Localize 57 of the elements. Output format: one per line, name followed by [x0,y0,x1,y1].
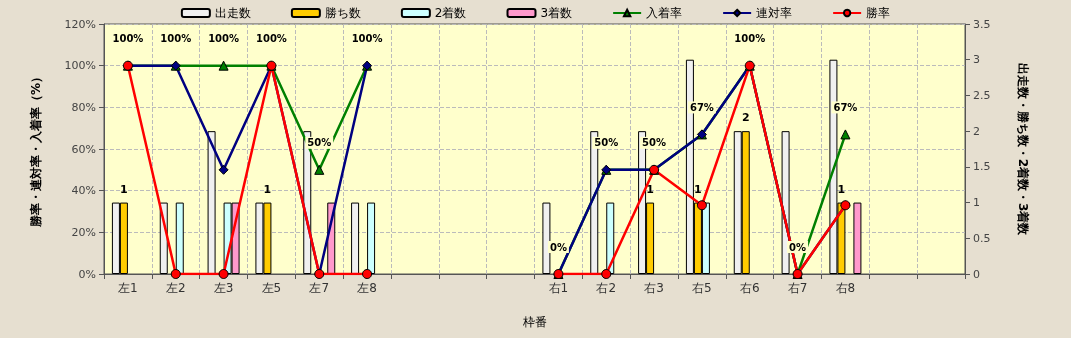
y2-tick-label: 3 [973,53,980,67]
data-label: 100% [208,33,240,45]
y2-tick-label: 3.5 [973,17,991,31]
data-label: 2 [741,111,750,125]
x-tick-label: 左3 [213,281,234,295]
x-tick-label: 右5 [692,281,712,295]
data-label: 100% [351,33,383,45]
legend-label: 勝ち数 [324,6,361,20]
data-label: 100% [734,33,766,45]
data-label: 1 [694,182,702,196]
x-axis-title: 枠番 [521,315,547,329]
x-tick-label: 左7 [309,281,330,295]
x-tick-label: 右3 [644,281,664,295]
x-tick-label: 左2 [165,281,186,295]
data-label: 1 [120,182,128,196]
x-tick-label: 左1 [118,281,138,295]
y-tick-label: 20% [71,225,96,239]
legend-label: 出走数 [214,6,251,20]
data-label: 67% [689,101,714,113]
y2-tick-label: 1.5 [973,160,991,174]
y-tick-label: 120% [64,17,96,31]
y2-axis-title: 出走数・勝ち数・2着数・3着数 [1016,62,1030,237]
legend-label: 入着率 [646,6,683,20]
data-label: 1 [263,182,272,196]
x-tick-label: 右2 [596,281,617,295]
y2-tick-label: 1 [973,196,980,210]
data-label: 50% [594,137,619,149]
y-axis-title: 勝率・連対率・入着率（%） [29,70,43,229]
data-label: 1 [646,182,654,196]
y2-tick-label: 2.5 [973,88,991,102]
y2-tick-label: 0.5 [973,231,991,245]
data-label: 100% [112,33,144,45]
x-tick-label: 左5 [261,281,282,295]
x-tick-label: 左8 [357,281,377,295]
data-label: 100% [255,33,287,45]
data-label: 1 [837,182,846,196]
y2-tick-label: 0 [973,267,980,281]
y-tick-label: 0% [78,267,96,281]
x-tick-label: 右7 [787,281,808,295]
data-label: 50% [307,137,332,149]
x-tick-label: 右1 [548,281,569,295]
data-label: 67% [833,101,858,113]
legend-label: 3着数 [540,6,573,20]
legend-label: 2着数 [434,6,467,20]
data-label: 0% [789,241,807,253]
y-tick-label: 60% [71,142,96,156]
legend-label: 勝率 [866,6,891,20]
y-tick-label: 80% [71,100,96,114]
legend-label: 連対率 [756,6,793,20]
data-label: 0% [549,241,567,253]
data-label: 100% [160,33,192,45]
x-tick-label: 右6 [739,281,760,295]
x-tick-label: 右8 [835,281,856,295]
y-tick-label: 100% [64,59,96,73]
y2-tick-label: 2 [973,124,980,138]
data-label: 50% [642,137,667,149]
y-tick-label: 40% [71,184,96,198]
